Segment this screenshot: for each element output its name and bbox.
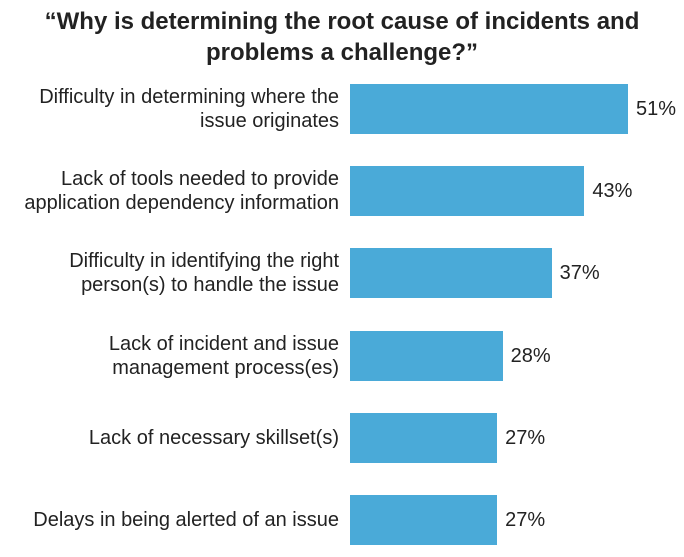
bar xyxy=(350,166,585,217)
bar xyxy=(350,412,498,463)
bar xyxy=(350,495,498,545)
value-label: 27% xyxy=(505,509,546,531)
category-label: Lack of incident and issue management pr… xyxy=(108,332,339,379)
value-label: 28% xyxy=(510,344,551,367)
chart: “Why is determining the root cause of in… xyxy=(24,8,677,545)
value-label: 43% xyxy=(592,180,633,203)
bar xyxy=(350,84,628,134)
value-label: 51% xyxy=(636,98,677,120)
category-label: Lack of tools needed to provide applicat… xyxy=(24,168,339,215)
bar xyxy=(350,248,552,299)
category-label: Lack of necessary skillset(s) xyxy=(88,426,339,449)
value-label: 27% xyxy=(505,426,546,449)
category-label: Difficulty in determining where the issu… xyxy=(39,86,339,132)
bar xyxy=(350,330,503,381)
chart-title: “Why is determining the root cause of in… xyxy=(44,8,640,66)
category-label: Delays in being alerted of an issue xyxy=(33,509,339,531)
value-label: 37% xyxy=(559,262,600,285)
category-label: Difficulty in identifying the right pers… xyxy=(69,250,339,297)
